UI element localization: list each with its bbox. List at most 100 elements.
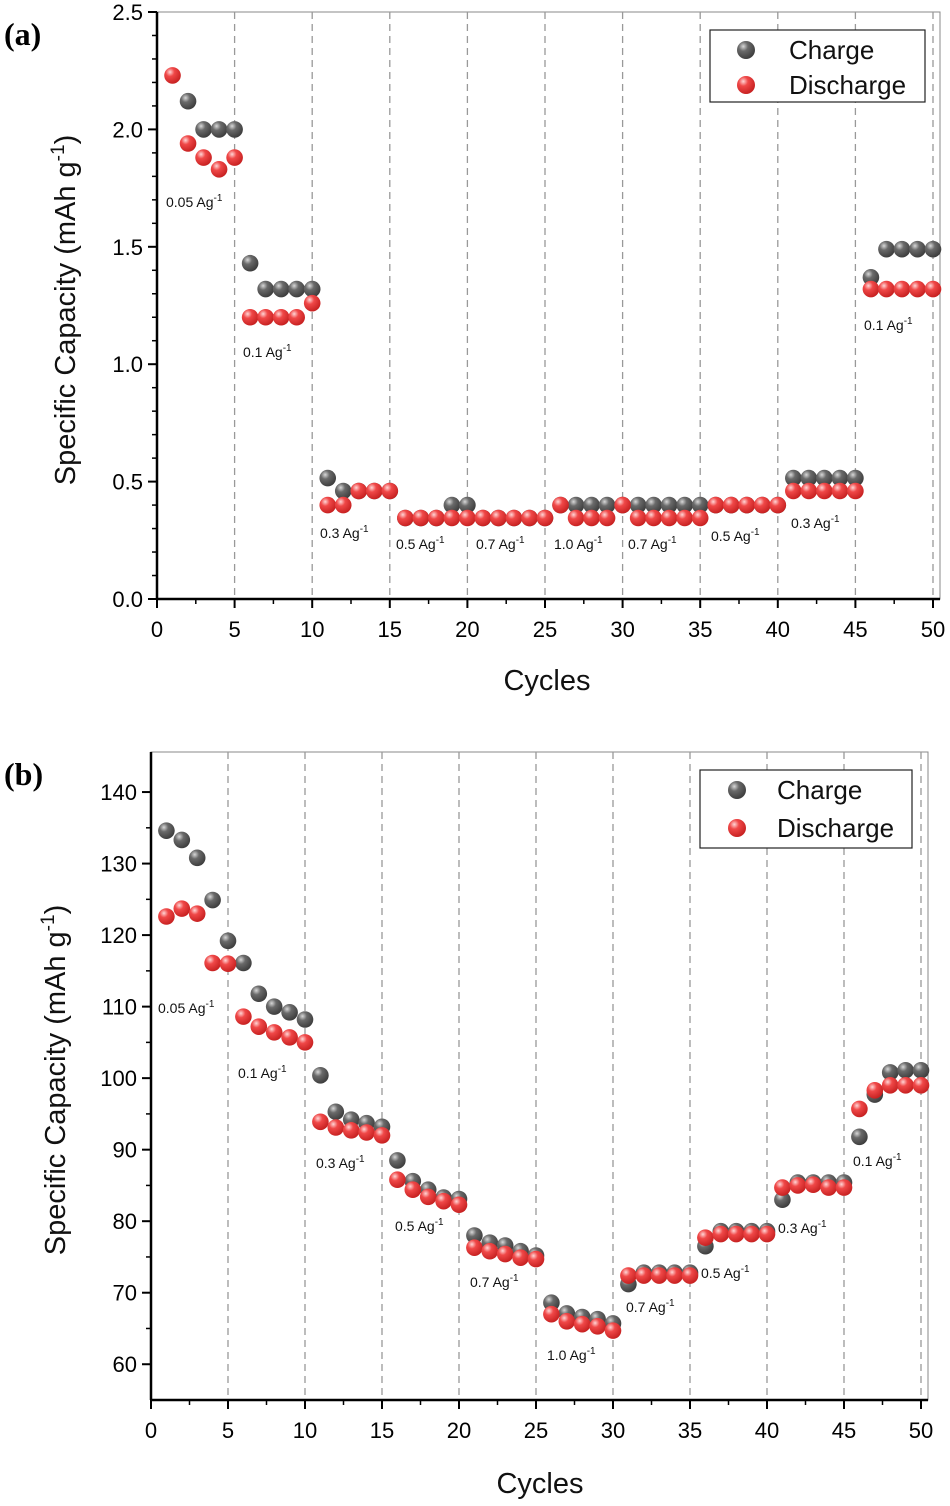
discharge-point: [350, 482, 368, 500]
charge-point: [676, 496, 693, 514]
discharge-point: [303, 294, 321, 312]
current-density-sup: -1: [360, 524, 369, 535]
charge-point: [265, 998, 283, 1015]
discharge-point: [660, 509, 678, 527]
current-density-label: 1.0 Ag-1: [547, 1346, 596, 1363]
data-points: [164, 67, 942, 527]
y-axis-title-text: Specific Capacity (mAh g: [50, 161, 82, 485]
x-tick-label: 10: [293, 1418, 317, 1443]
charge-point: [583, 496, 600, 514]
x-tick-label: 5: [228, 617, 240, 642]
current-density-text: 0.5 Ag: [701, 1265, 741, 1281]
y-tick-label: 110: [102, 995, 137, 1020]
x-tick-label: 15: [370, 1418, 394, 1443]
y-tick-label: 60: [113, 1352, 137, 1377]
charge-point: [204, 891, 221, 909]
charge-point: [629, 496, 647, 514]
current-density-text: 0.3 Ag: [316, 1155, 356, 1171]
current-density-sup: -1: [818, 1219, 827, 1230]
current-density-label: 0.3 Ag-1: [320, 524, 369, 541]
discharge-point: [620, 1267, 637, 1284]
legend-charge-label: Charge: [777, 775, 862, 805]
discharge-point: [505, 509, 523, 527]
legend-discharge-marker: [737, 76, 755, 94]
discharge-point: [443, 509, 461, 527]
discharge-point: [412, 509, 430, 527]
charge-point: [195, 121, 212, 138]
charge-point: [800, 469, 818, 487]
y-axis-title-end: ): [40, 905, 72, 915]
y-tick-label: 80: [113, 1209, 137, 1234]
current-density-sup: -1: [516, 535, 525, 546]
discharge-point: [552, 496, 569, 514]
charge-point: [179, 92, 197, 110]
discharge-point: [650, 1267, 668, 1284]
discharge-point: [173, 900, 191, 917]
discharge-point: [312, 1113, 329, 1131]
charge-point: [567, 496, 585, 514]
x-tick-label: 25: [533, 617, 557, 642]
discharge-point: [604, 1322, 622, 1339]
legend-discharge-label: Discharge: [777, 813, 894, 843]
current-density-label: 0.7 Ag-1: [470, 1273, 519, 1290]
current-density-label: 0.1 Ag-1: [243, 343, 292, 360]
charge-point: [660, 496, 678, 514]
discharge-point: [697, 1229, 714, 1246]
x-tick-label: 25: [524, 1418, 548, 1443]
charge-point: [909, 240, 926, 258]
discharge-point: [527, 1250, 545, 1268]
current-density-text: 0.3 Ag: [778, 1220, 818, 1236]
charge-point: [897, 1061, 914, 1079]
current-density-sup: -1: [594, 535, 603, 546]
discharge-point: [334, 496, 352, 514]
discharge-point: [466, 1239, 483, 1256]
discharge-point: [381, 482, 399, 500]
discharge-point: [428, 509, 445, 527]
charge-point: [272, 280, 290, 298]
discharge-point: [164, 67, 181, 84]
discharge-point: [635, 1267, 653, 1284]
discharge-point: [727, 1225, 745, 1243]
current-density-label: 1.0 Ag-1: [554, 535, 603, 552]
discharge-point: [681, 1267, 699, 1284]
charge-point: [312, 1066, 329, 1084]
y-tick-label: 2.5: [112, 0, 143, 25]
panel-label: (a): [4, 16, 41, 52]
x-tick-label: 5: [222, 1418, 234, 1443]
current-density-label: 0.7 Ag-1: [628, 535, 677, 552]
x-tick-label: 45: [832, 1418, 856, 1443]
discharge-point: [265, 1024, 283, 1041]
current-density-label: 0.5 Ag-1: [395, 1217, 444, 1234]
discharge-point: [676, 509, 693, 527]
discharge-point: [909, 280, 926, 298]
charge-point: [303, 280, 321, 298]
current-density-label: 0.5 Ag-1: [396, 535, 445, 552]
panel-label: (b): [4, 756, 43, 792]
current-density-text: 0.7 Ag: [628, 536, 668, 552]
current-density-text: 0.1 Ag: [864, 317, 904, 333]
discharge-point: [536, 509, 554, 527]
current-density-label: 0.5 Ag-1: [711, 527, 760, 544]
discharge-point: [257, 308, 274, 326]
current-density-label: 0.1 Ag-1: [864, 316, 913, 333]
charge-point: [912, 1061, 930, 1079]
y-tick-label: 140: [100, 780, 137, 805]
current-density-sup: -1: [214, 193, 223, 204]
charge-point: [219, 932, 237, 950]
charge-point: [878, 240, 895, 258]
y-tick-label: 90: [113, 1138, 137, 1163]
discharge-point: [450, 1196, 468, 1214]
discharge-point: [862, 280, 880, 298]
discharge-point: [281, 1029, 298, 1046]
current-density-sup: -1: [283, 343, 292, 354]
y-tick-label: 0.0: [112, 587, 143, 612]
discharge-point: [288, 308, 305, 326]
discharge-point: [691, 509, 709, 527]
discharge-point: [835, 1179, 853, 1196]
current-density-text: 0.5 Ag: [395, 1218, 435, 1234]
discharge-point: [404, 1181, 422, 1199]
discharge-point: [866, 1082, 884, 1099]
discharge-point: [319, 496, 337, 514]
current-density-text: 0.3 Ag: [320, 525, 360, 541]
discharge-point: [250, 1018, 268, 1035]
